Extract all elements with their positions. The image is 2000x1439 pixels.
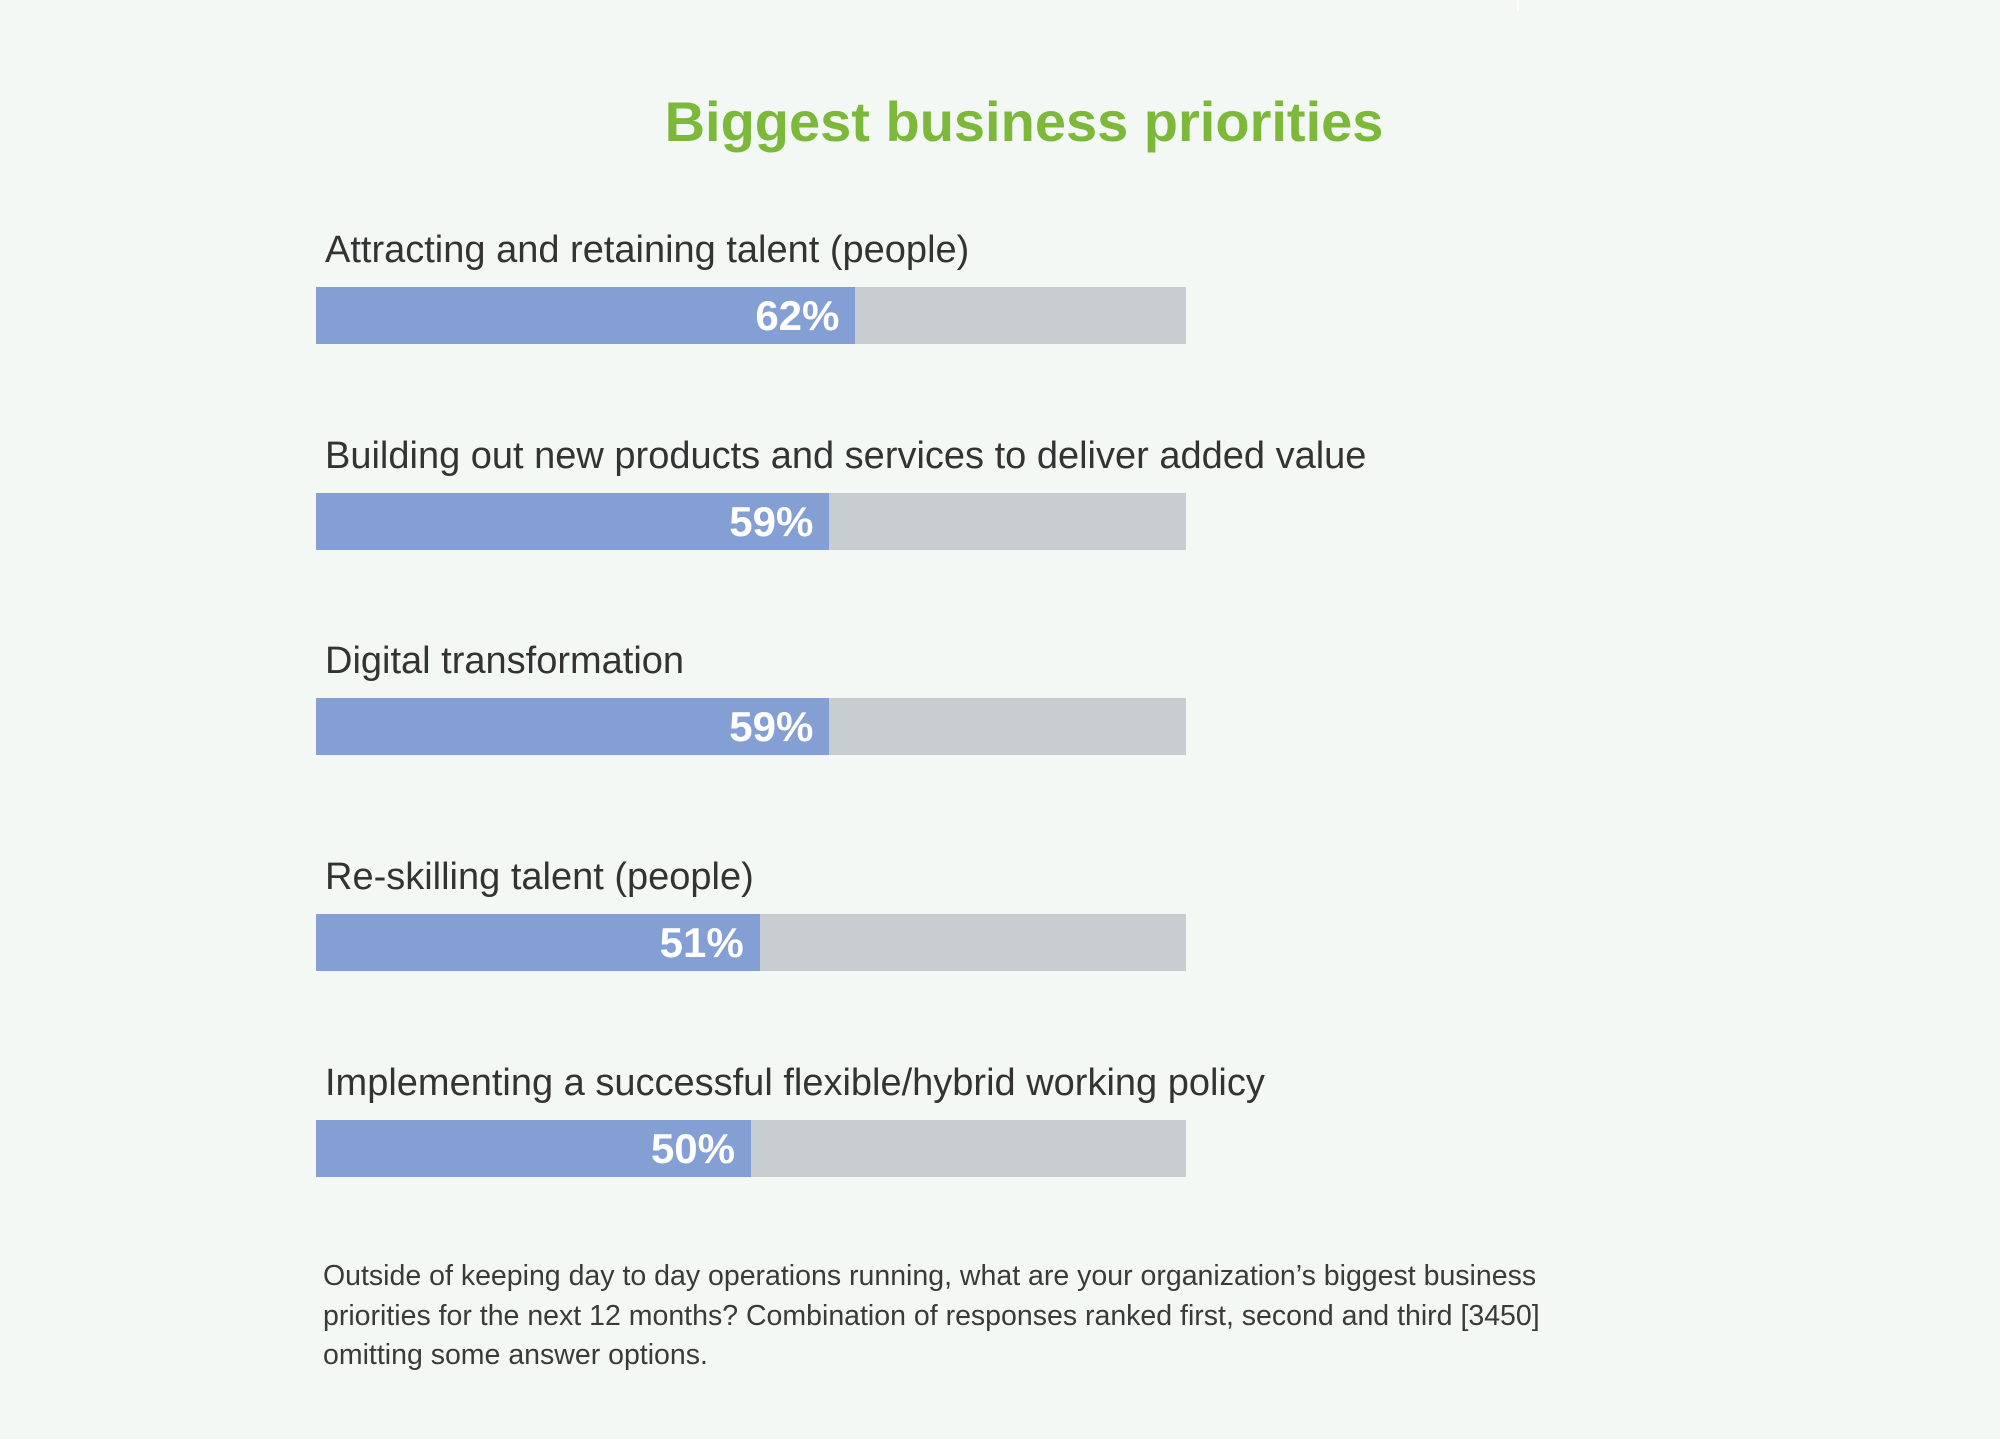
bar: 62%	[316, 287, 856, 344]
bar-track: 50%	[316, 1120, 1186, 1177]
chart-title: Biggest business priorities	[664, 90, 1384, 153]
bar-track: 62%	[316, 287, 1186, 344]
footnote: Outside of keeping day to day operations…	[323, 1260, 1540, 1371]
category-label: Implementing a successful flexible/hybri…	[325, 1062, 1265, 1104]
data-label: 51%	[659, 919, 744, 966]
category-label: Re-skilling talent (people)	[325, 856, 754, 898]
edge-mark	[1517, 0, 1519, 10]
bar: 59%	[316, 698, 830, 755]
bar-track: 59%	[316, 493, 1186, 550]
bar: 51%	[316, 914, 760, 971]
bar-track: 59%	[316, 698, 1186, 755]
data-label: 50%	[650, 1125, 735, 1172]
bar: 59%	[316, 493, 830, 550]
category-label: Digital transformation	[325, 640, 685, 682]
data-label: 59%	[729, 703, 814, 750]
data-label: 59%	[729, 498, 814, 545]
category-label: Building out new products and services t…	[325, 435, 1367, 477]
bar: 50%	[316, 1120, 751, 1177]
bar-track: 51%	[316, 914, 1186, 971]
category-label: Attracting and retaining talent (people)	[325, 229, 970, 271]
data-label: 62%	[755, 292, 840, 339]
